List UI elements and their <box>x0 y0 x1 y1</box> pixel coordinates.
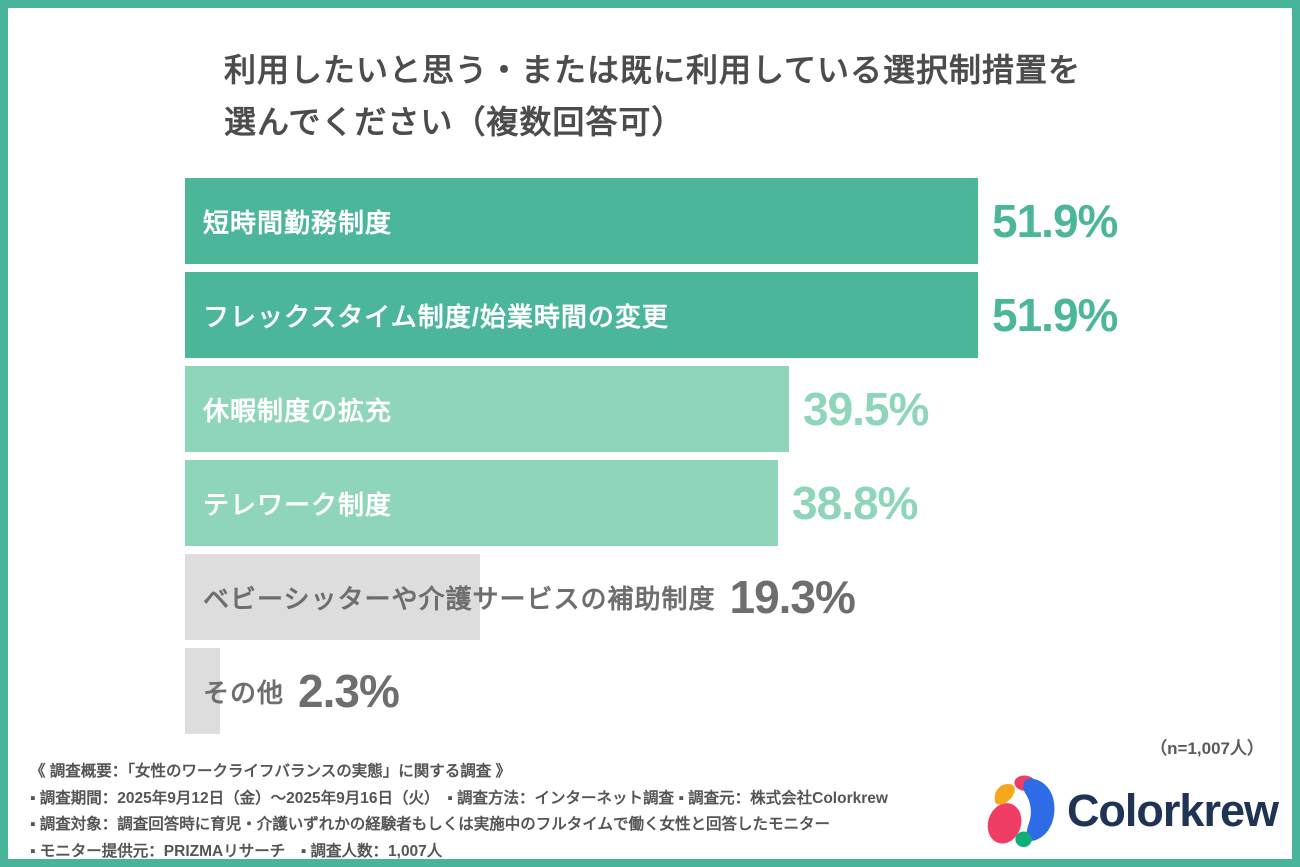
title-line-2: 選んでください（複数回答可） <box>224 104 685 140</box>
bar-value-label: 51.9% <box>992 289 1118 341</box>
bar-fill <box>185 366 789 452</box>
bar-overlay: その他 2.3% <box>185 648 1292 734</box>
title-line-1: 利用したいと思う・または既に利用している選択制措置を <box>224 52 1082 88</box>
bar-fill <box>185 460 778 546</box>
bar-fill <box>185 178 978 264</box>
bar-chart: 短時間勤務制度 51.9% フレックスタイム制度/始業時間の変更 51.9% 休暇制度の… <box>185 178 1292 742</box>
bar-category-label: その他 <box>203 677 285 708</box>
bar-category-label: テレワーク制度 <box>203 489 393 520</box>
bar-category-label: ベビーシッターや介護サービスの補助制度 <box>203 583 716 614</box>
sample-size-note: （n=1,007人） <box>1150 739 1264 758</box>
footer-line-period-method-source: ▪ 調査期間：2025年9月12日（金）～2025年9月16日（火） ▪ 調査方… <box>30 789 888 807</box>
page-title: 利用したいと思う・または既に利用している選択制措置を 選んでください（複数回答可… <box>224 44 1081 148</box>
bar-category-label: 短時間勤務制度 <box>203 207 393 238</box>
bar-fill <box>185 554 480 640</box>
bar-overlay: フレックスタイム制度/始業時間の変更 51.9% <box>185 272 1292 358</box>
colorkrew-logo-icon <box>987 775 1055 847</box>
footer-line-monitor-count: ▪ モニター提供元：PRIZMAリサーチ ▪ 調査人数：1,007人 <box>30 842 443 860</box>
bar-overlay: 休暇制度の拡充 39.5% <box>185 366 1292 452</box>
bar-fill <box>185 272 978 358</box>
bar-row: テレワーク制度 38.8% <box>185 460 1292 546</box>
bar-value-label: 38.8% <box>792 477 918 529</box>
bar-value-label: 2.3% <box>298 665 400 717</box>
bar-value-label: 39.5% <box>803 383 929 435</box>
bar-overlay: 短時間勤務制度 51.9% <box>185 178 1292 264</box>
bar-fill <box>185 648 220 734</box>
survey-footer: 《 調査概要：「女性のワークライフバランスの実態」に関する調査 》 ▪ 調査期間… <box>30 759 888 860</box>
bar-row: 休暇制度の拡充 39.5% <box>185 366 1292 452</box>
bar-overlay: テレワーク制度 38.8% <box>185 460 1292 546</box>
bar-row: その他 2.3% <box>185 648 1292 734</box>
bar-row: 短時間勤務制度 51.9% <box>185 178 1292 264</box>
footer-line-target: ▪ 調査対象：調査回答時に育児・介護いずれかの経験者もしくは実施中のフルタイムで… <box>30 816 830 833</box>
bar-category-label: 休暇制度の拡充 <box>203 395 393 426</box>
colorkrew-logo-text: Colorkrew <box>1066 785 1279 836</box>
bar-category-label: フレックスタイム制度/始業時間の変更 <box>203 301 669 332</box>
bar-overlay: ベビーシッターや介護サービスの補助制度 19.3% <box>185 554 1292 640</box>
bar-row: ベビーシッターや介護サービスの補助制度 19.3% <box>185 554 1292 640</box>
bar-value-label: 19.3% <box>729 571 855 623</box>
bar-value-label: 51.9% <box>992 195 1118 247</box>
bar-row: フレックスタイム制度/始業時間の変更 51.9% <box>185 272 1292 358</box>
colorkrew-logo: Colorkrew <box>983 774 1279 848</box>
footer-line-overview: 《 調査概要：「女性のワークライフバランスの実態」に関する調査 》 <box>30 763 512 780</box>
